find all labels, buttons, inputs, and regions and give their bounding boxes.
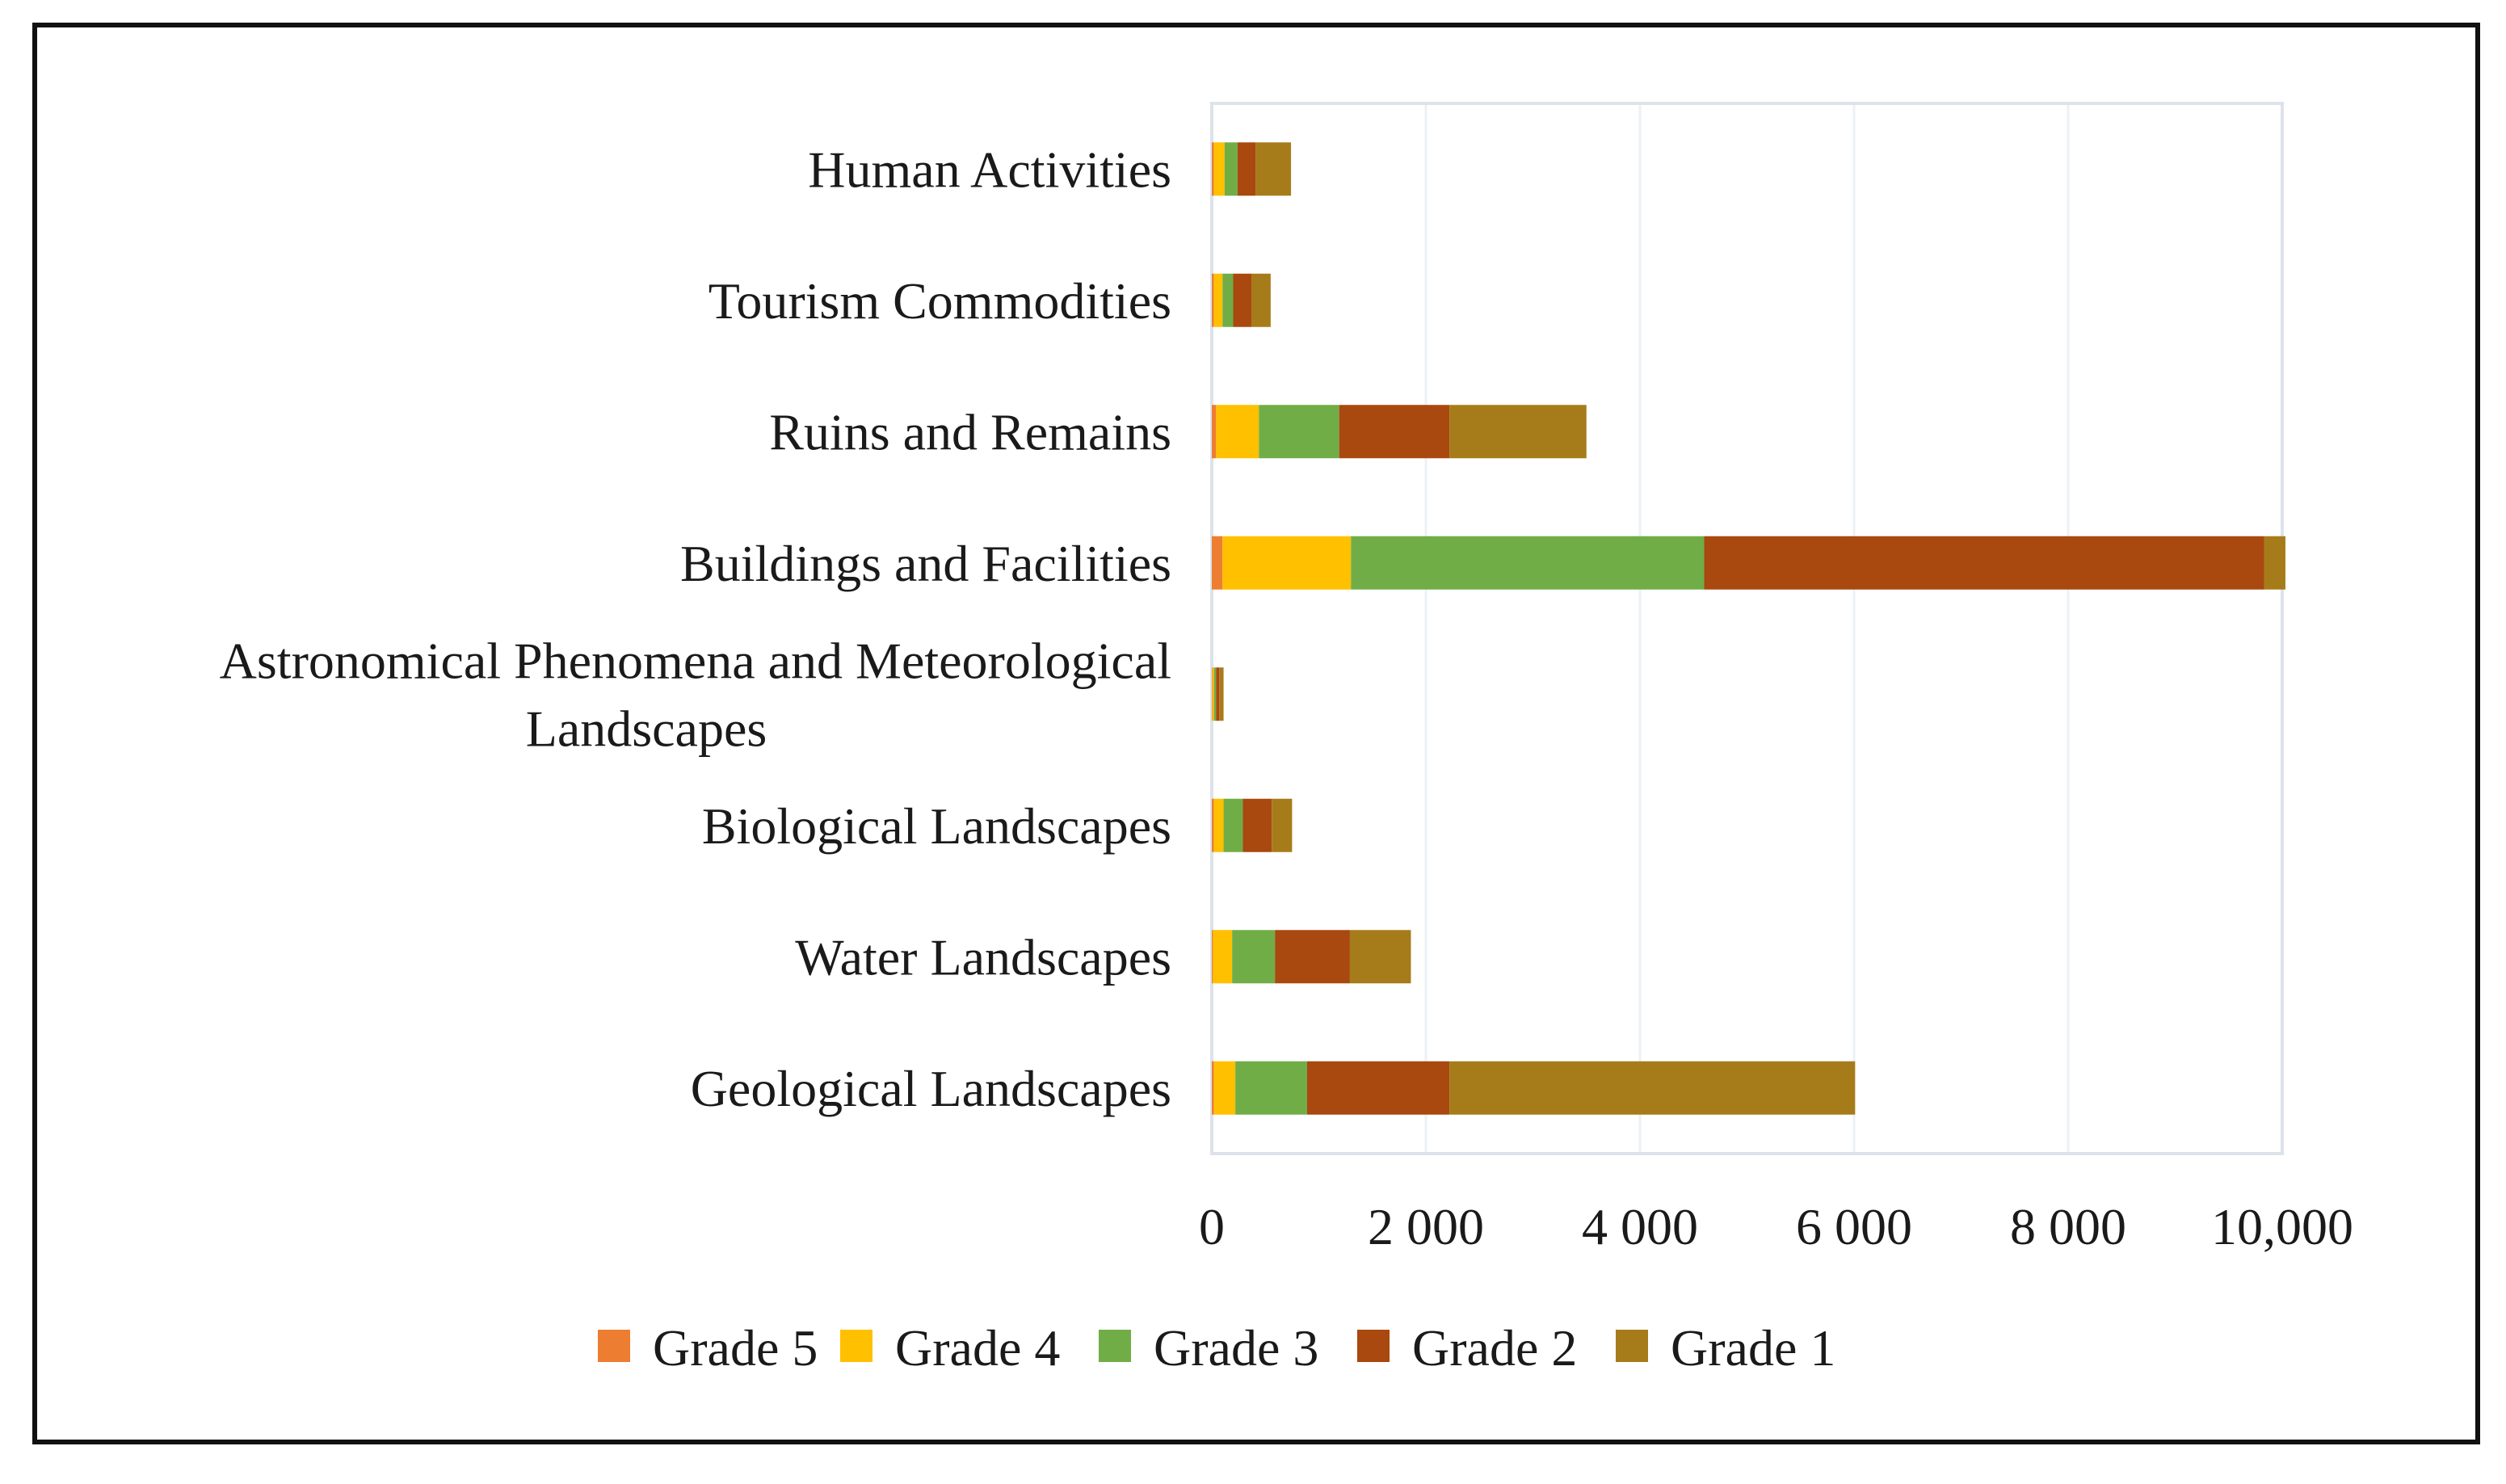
legend-label: Grade 4 — [895, 1319, 1060, 1377]
bar-segment — [1212, 142, 1214, 196]
x-tick-label: 2 000 — [1368, 1198, 1484, 1255]
bar-segment — [1349, 930, 1411, 984]
bar-segment — [1212, 536, 1223, 590]
bar-segment — [1213, 142, 1225, 196]
x-tick-label: 8 000 — [2010, 1198, 2126, 1255]
category-label: Biological Landscapes — [702, 797, 1171, 855]
category-label: Geological Landscapes — [691, 1060, 1171, 1117]
bar-segment — [1255, 142, 1292, 196]
bar-segment — [1449, 1061, 1856, 1115]
bar-segment — [2264, 536, 2285, 590]
bar-segment — [1213, 930, 1233, 984]
bar-segment — [1242, 798, 1272, 852]
x-tick-label: 10,000 — [2211, 1198, 2353, 1255]
bar-segment — [1219, 667, 1224, 721]
bar-segment — [1213, 667, 1217, 721]
category-label: Ruins and Remains — [769, 403, 1171, 460]
bar-segment — [1223, 798, 1243, 852]
bar-segment — [1216, 405, 1259, 459]
x-tick-label: 6 000 — [1796, 1198, 1912, 1255]
legend-swatch — [598, 1330, 630, 1362]
legend-swatch — [840, 1330, 872, 1362]
legend-label: Grade 2 — [1412, 1319, 1577, 1377]
bar-segment — [1339, 405, 1450, 459]
bar-segment — [1213, 1061, 1236, 1115]
legend-swatch — [1357, 1330, 1390, 1362]
bar-segment — [1212, 667, 1214, 721]
category-label: Water Landscapes — [795, 928, 1171, 986]
plot-area-border — [1210, 102, 2284, 1155]
bar-segment — [1212, 1061, 1214, 1115]
x-tick-label: 4 000 — [1582, 1198, 1698, 1255]
bar-segment — [1222, 273, 1234, 327]
bar-segment — [1213, 798, 1224, 852]
bar-segment — [1212, 798, 1214, 852]
legend-label: Grade 1 — [1671, 1319, 1835, 1377]
category-label: Astronomical Phenomena and Meteorologica… — [220, 632, 1171, 689]
bar-segment — [1213, 273, 1223, 327]
bar-segment — [1272, 798, 1293, 852]
category-label: Buildings and Facilities — [680, 535, 1171, 592]
category-label: Tourism Commodities — [708, 272, 1171, 330]
legend-label: Grade 3 — [1154, 1319, 1318, 1377]
legend-swatch — [1616, 1330, 1648, 1362]
bar-segment — [1233, 273, 1252, 327]
legend-label: Grade 5 — [653, 1319, 818, 1377]
bar-segment — [1212, 667, 1213, 721]
bar-segment — [1232, 930, 1276, 984]
bar-segment — [1212, 405, 1217, 459]
category-label: Human Activities — [808, 141, 1171, 198]
bar-segment — [1251, 273, 1271, 327]
bar-segment — [1449, 405, 1587, 459]
bar-segment — [1235, 1061, 1307, 1115]
bar-segment — [1212, 930, 1213, 984]
bar-segment — [1216, 667, 1220, 721]
bar-segment — [1212, 273, 1214, 327]
chart-frame — [32, 23, 2480, 1444]
bar-segment — [1259, 405, 1339, 459]
bar-segment — [1306, 1061, 1450, 1115]
category-label: Landscapes — [526, 700, 767, 757]
x-tick-label: 0 — [1199, 1198, 1225, 1255]
bar-segment — [1275, 930, 1350, 984]
bar-segment — [1222, 536, 1352, 590]
bar-segment — [1704, 536, 2264, 590]
bar-segment — [1224, 142, 1238, 196]
bar-segment — [1351, 536, 1705, 590]
bar-segment — [1237, 142, 1256, 196]
legend-swatch — [1099, 1330, 1131, 1362]
